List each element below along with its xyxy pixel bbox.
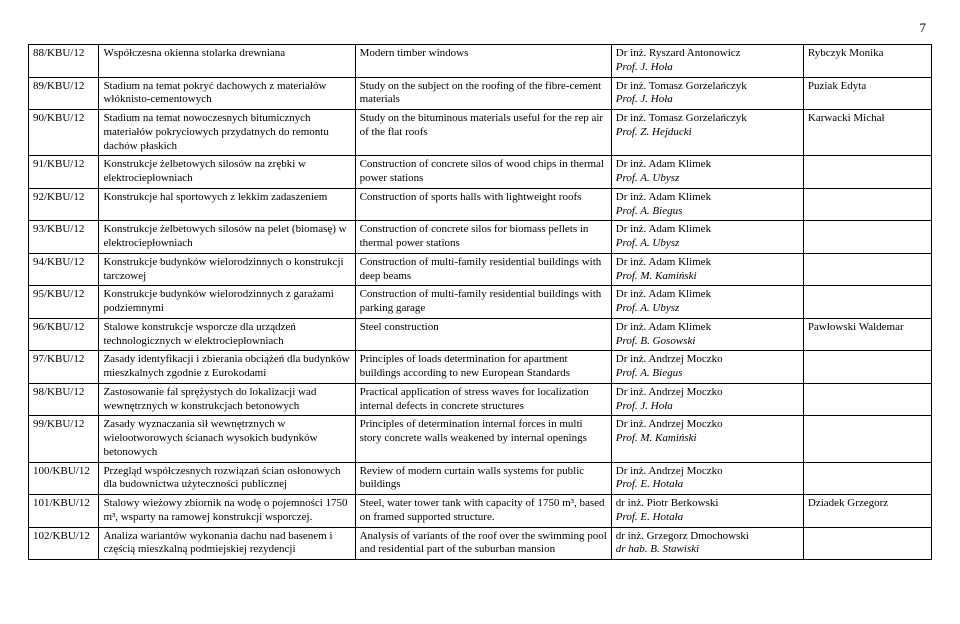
cell-student: [803, 156, 931, 189]
cell-en: Construction of concrete silos of wood c…: [355, 156, 611, 189]
cell-pl: Zasady wyznaczania sił wewnętrznych w wi…: [99, 416, 355, 462]
table-row: 89/KBU/12Stadium na temat pokryć dachowy…: [29, 77, 932, 110]
table-row: 102/KBU/12Analiza wariantów wykonania da…: [29, 527, 932, 560]
cell-en: Construction of multi-family residential…: [355, 253, 611, 286]
cell-id: 88/KBU/12: [29, 45, 99, 78]
table-row: 88/KBU/12Współczesna okienna stolarka dr…: [29, 45, 932, 78]
table-row: 94/KBU/12Konstrukcje budynków wielorodzi…: [29, 253, 932, 286]
cell-sup: dr inż. Piotr BerkowskiProf. E. Hotała: [611, 495, 803, 528]
cell-sup: Dr inż. Adam KlimekProf. A. Biegus: [611, 188, 803, 221]
page-number: 7: [28, 20, 932, 36]
cell-en: Analysis of variants of the roof over th…: [355, 527, 611, 560]
cell-id: 95/KBU/12: [29, 286, 99, 319]
cell-pl: Analiza wariantów wykonania dachu nad ba…: [99, 527, 355, 560]
cell-pl: Konstrukcje budynków wielorodzinnych o k…: [99, 253, 355, 286]
cell-id: 94/KBU/12: [29, 253, 99, 286]
cell-sup: Dr inż. Andrzej MoczkoProf. E. Hotała: [611, 462, 803, 495]
cell-sup: Dr inż. Andrzej MoczkoProf. J. Hoła: [611, 383, 803, 416]
cell-pl: Stadium na temat pokryć dachowych z mate…: [99, 77, 355, 110]
cell-sup: Dr inż. Tomasz GorzelańczykProf. Z. Hejd…: [611, 110, 803, 156]
cell-en: Study on the bituminous materials useful…: [355, 110, 611, 156]
table-row: 98/KBU/12Zastosowanie fal sprężystych do…: [29, 383, 932, 416]
table-row: 95/KBU/12Konstrukcje budynków wielorodzi…: [29, 286, 932, 319]
cell-sup: Dr inż. Ryszard AntonowiczProf. J. Hoła: [611, 45, 803, 78]
cell-id: 96/KBU/12: [29, 318, 99, 351]
cell-en: Construction of multi-family residential…: [355, 286, 611, 319]
cell-en: Practical application of stress waves fo…: [355, 383, 611, 416]
cell-en: Study on the subject on the roofing of t…: [355, 77, 611, 110]
table-row: 99/KBU/12Zasady wyznaczania sił wewnętrz…: [29, 416, 932, 462]
table-row: 101/KBU/12Stalowy wieżowy zbiornik na wo…: [29, 495, 932, 528]
table-row: 91/KBU/12Konstrukcje żelbetowych silosów…: [29, 156, 932, 189]
cell-id: 89/KBU/12: [29, 77, 99, 110]
cell-id: 100/KBU/12: [29, 462, 99, 495]
cell-pl: Stalowy wieżowy zbiornik na wodę o pojem…: [99, 495, 355, 528]
cell-id: 92/KBU/12: [29, 188, 99, 221]
cell-student: Dziadek Grzegorz: [803, 495, 931, 528]
cell-sup: Dr inż. Tomasz GorzelańczykProf. J. Hoła: [611, 77, 803, 110]
cell-pl: Stadium na temat nowoczesnych bitumiczny…: [99, 110, 355, 156]
table-row: 90/KBU/12Stadium na temat nowoczesnych b…: [29, 110, 932, 156]
cell-en: Modern timber windows: [355, 45, 611, 78]
cell-student: [803, 188, 931, 221]
thesis-table: 88/KBU/12Współczesna okienna stolarka dr…: [28, 44, 932, 560]
cell-id: 98/KBU/12: [29, 383, 99, 416]
cell-id: 101/KBU/12: [29, 495, 99, 528]
cell-student: [803, 462, 931, 495]
cell-id: 91/KBU/12: [29, 156, 99, 189]
cell-id: 90/KBU/12: [29, 110, 99, 156]
cell-student: [803, 351, 931, 384]
cell-pl: Zasady identyfikacji i zbierania obciąże…: [99, 351, 355, 384]
cell-pl: Konstrukcje budynków wielorodzinnych z g…: [99, 286, 355, 319]
cell-student: [803, 221, 931, 254]
table-row: 100/KBU/12Przegląd współczesnych rozwiąz…: [29, 462, 932, 495]
cell-pl: Konstrukcje hal sportowych z lekkim zada…: [99, 188, 355, 221]
cell-student: [803, 383, 931, 416]
cell-student: [803, 253, 931, 286]
cell-pl: Konstrukcje żelbetowych silosów na pelet…: [99, 221, 355, 254]
cell-en: Principles of loads determination for ap…: [355, 351, 611, 384]
cell-student: [803, 416, 931, 462]
cell-sup: Dr inż. Adam KlimekProf. A. Ubysz: [611, 221, 803, 254]
cell-en: Construction of concrete silos for bioma…: [355, 221, 611, 254]
table-row: 93/KBU/12Konstrukcje żelbetowych silosów…: [29, 221, 932, 254]
cell-sup: dr inż. Grzegorz Dmochowskidr hab. B. St…: [611, 527, 803, 560]
table-row: 97/KBU/12Zasady identyfikacji i zbierani…: [29, 351, 932, 384]
cell-student: [803, 286, 931, 319]
cell-sup: Dr inż. Adam KlimekProf. A. Ubysz: [611, 156, 803, 189]
cell-sup: Dr inż. Adam KlimekProf. A. Ubysz: [611, 286, 803, 319]
cell-sup: Dr inż. Andrzej MoczkoProf. M. Kamiński: [611, 416, 803, 462]
cell-student: Karwacki Michał: [803, 110, 931, 156]
cell-id: 93/KBU/12: [29, 221, 99, 254]
cell-sup: Dr inż. Adam KlimekProf. M. Kamiński: [611, 253, 803, 286]
cell-en: Steel, water tower tank with capacity of…: [355, 495, 611, 528]
cell-pl: Zastosowanie fal sprężystych do lokaliza…: [99, 383, 355, 416]
cell-student: Pawłowski Waldemar: [803, 318, 931, 351]
cell-en: Review of modern curtain walls systems f…: [355, 462, 611, 495]
cell-sup: Dr inż. Andrzej MoczkoProf. A. Biegus: [611, 351, 803, 384]
cell-en: Construction of sports halls with lightw…: [355, 188, 611, 221]
cell-sup: Dr inż. Adam KlimekProf. B. Gosowski: [611, 318, 803, 351]
cell-id: 97/KBU/12: [29, 351, 99, 384]
cell-en: Principles of determination internal for…: [355, 416, 611, 462]
cell-id: 102/KBU/12: [29, 527, 99, 560]
cell-en: Steel construction: [355, 318, 611, 351]
cell-student: Puziak Edyta: [803, 77, 931, 110]
cell-student: Rybczyk Monika: [803, 45, 931, 78]
cell-pl: Stalowe konstrukcje wsporcze dla urządze…: [99, 318, 355, 351]
table-row: 92/KBU/12Konstrukcje hal sportowych z le…: [29, 188, 932, 221]
cell-id: 99/KBU/12: [29, 416, 99, 462]
cell-pl: Współczesna okienna stolarka drewniana: [99, 45, 355, 78]
cell-pl: Przegląd współczesnych rozwiązań ścian o…: [99, 462, 355, 495]
cell-student: [803, 527, 931, 560]
cell-pl: Konstrukcje żelbetowych silosów na zrębk…: [99, 156, 355, 189]
table-row: 96/KBU/12Stalowe konstrukcje wsporcze dl…: [29, 318, 932, 351]
